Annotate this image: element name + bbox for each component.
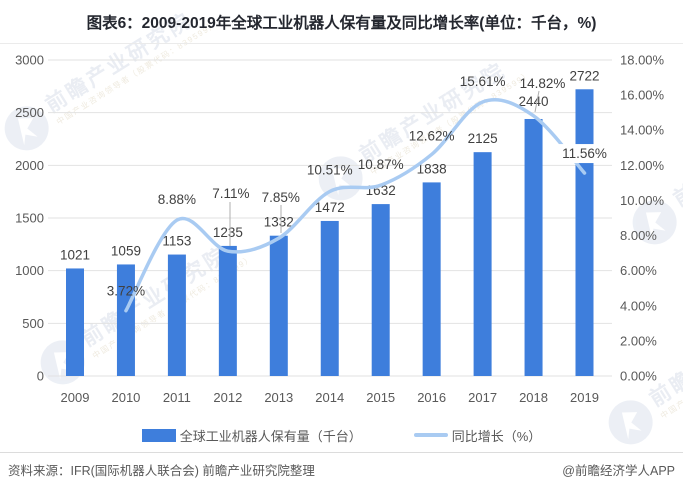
right-axis-tick-label: 18.00% bbox=[620, 53, 665, 68]
left-axis-tick-label: 1500 bbox=[15, 211, 44, 226]
year-label: 2009 bbox=[61, 390, 90, 405]
bar-2017 bbox=[473, 152, 492, 376]
right-axis-tick-label: 10.00% bbox=[620, 193, 665, 208]
right-axis-tick-label: 4.00% bbox=[620, 298, 657, 313]
left-axis-tick-label: 2000 bbox=[15, 158, 44, 173]
chart-legend: 全球工业机器人保有量（千台） 同比增长（%） bbox=[0, 424, 683, 446]
left-axis-tick-label: 2500 bbox=[15, 105, 44, 120]
growth-value-label: 14.82% bbox=[520, 76, 566, 91]
right-axis-tick-label: 8.00% bbox=[620, 228, 657, 243]
right-axis-tick-label: 14.00% bbox=[620, 123, 665, 138]
bar-value-label: 2440 bbox=[519, 94, 549, 109]
bar-2014 bbox=[320, 220, 339, 376]
bar-2019 bbox=[575, 89, 594, 377]
bar-2016 bbox=[422, 182, 441, 376]
right-axis-tick-label: 0.00% bbox=[620, 369, 657, 384]
bar-value-label: 1332 bbox=[264, 215, 294, 230]
year-label: 2010 bbox=[111, 390, 140, 405]
legend-label-growth: 同比增长（%） bbox=[451, 428, 542, 444]
left-axis-tick-label: 1000 bbox=[15, 263, 44, 278]
year-label: 2014 bbox=[315, 390, 344, 405]
growth-value-label: 15.61% bbox=[460, 74, 506, 89]
bar-2013 bbox=[269, 235, 288, 376]
brand-note: @前瞻经济学人APP bbox=[562, 464, 675, 478]
legend-item-growth: 同比增长（%） bbox=[413, 426, 542, 445]
year-label: 2016 bbox=[417, 390, 446, 405]
bar-2011 bbox=[167, 254, 186, 376]
source-note: 资料来源：IFR(国际机器人联合会) 前瞻产业研究院整理 bbox=[8, 464, 315, 478]
bar-value-label: 2722 bbox=[569, 68, 599, 83]
growth-value-label: 10.51% bbox=[307, 162, 353, 177]
year-label: 2013 bbox=[264, 390, 293, 405]
year-label: 2017 bbox=[468, 390, 497, 405]
growth-value-label: 10.87% bbox=[358, 157, 404, 172]
bar-value-label: 1472 bbox=[315, 200, 345, 215]
chart-footer: 资料来源：IFR(国际机器人联合会) 前瞻产业研究院整理 @前瞻经济学人APP bbox=[0, 452, 683, 479]
bar-value-label: 1021 bbox=[60, 247, 90, 262]
line-series-swatch bbox=[413, 433, 448, 437]
bar-value-label: 1838 bbox=[417, 161, 447, 176]
growth-value-label: 8.88% bbox=[158, 192, 196, 207]
growth-value-label: 3.72% bbox=[107, 284, 145, 299]
right-axis-tick-label: 2.00% bbox=[620, 333, 657, 348]
bar-2010 bbox=[116, 264, 135, 376]
bar-value-label: 2125 bbox=[468, 131, 498, 146]
right-axis-tick-label: 6.00% bbox=[620, 263, 657, 278]
growth-label-bg bbox=[556, 144, 613, 164]
left-axis-tick-label: 500 bbox=[22, 316, 44, 331]
bar-value-label: 1059 bbox=[111, 243, 141, 258]
leader-line bbox=[534, 90, 540, 113]
bar-value-label: 1153 bbox=[162, 234, 191, 249]
growth-value-label: 12.62% bbox=[409, 128, 455, 143]
legend-label-holdings: 全球工业机器人保有量（千台） bbox=[179, 428, 362, 444]
legend-item-holdings: 全球工业机器人保有量（千台） bbox=[141, 426, 362, 445]
year-label: 2019 bbox=[570, 390, 599, 405]
year-label: 2018 bbox=[519, 390, 548, 405]
bar-2015 bbox=[371, 204, 390, 376]
chart-title: 图表6：2009-2019年全球工业机器人保有量及同比增长率(单位：千台，%) bbox=[0, 0, 683, 44]
growth-value-label: 11.56% bbox=[562, 146, 607, 161]
left-axis-tick-label: 3000 bbox=[15, 53, 44, 68]
growth-value-label: 7.11% bbox=[212, 186, 249, 201]
year-label: 2011 bbox=[163, 390, 191, 405]
bar-2009 bbox=[66, 268, 84, 376]
right-axis-tick-label: 12.00% bbox=[620, 158, 665, 173]
left-axis-tick-label: 0 bbox=[37, 369, 44, 384]
year-label: 2015 bbox=[366, 390, 395, 405]
right-axis-tick-label: 16.00% bbox=[620, 88, 665, 103]
growth-value-label: 7.85% bbox=[262, 190, 300, 205]
bar-2018 bbox=[524, 118, 543, 376]
year-label: 2012 bbox=[213, 390, 242, 405]
bar-value-label: 1235 bbox=[213, 225, 243, 240]
bar-series-swatch bbox=[141, 428, 176, 442]
bar-2012 bbox=[218, 245, 237, 376]
